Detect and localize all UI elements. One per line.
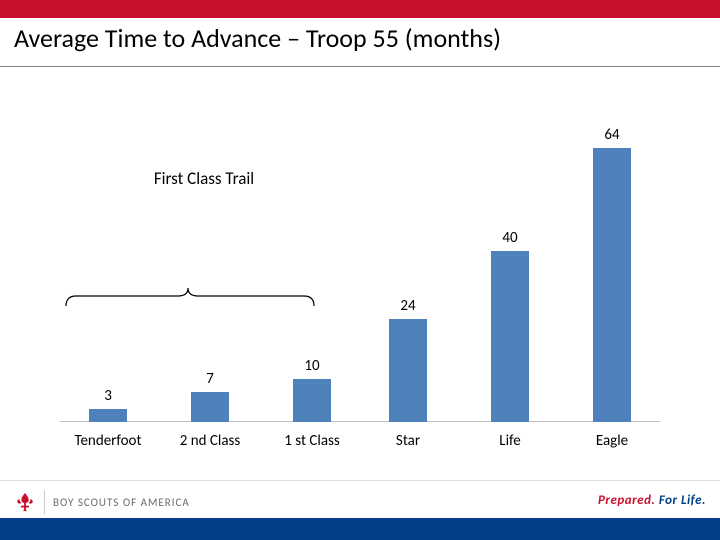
- bar: [491, 251, 529, 422]
- bar-value-label: 3: [104, 387, 112, 405]
- page-title: Average Time to Advance – Troop 55 (mont…: [14, 22, 501, 54]
- tagline-forlife: For Life.: [655, 493, 706, 508]
- category-label: 2 nd Class: [180, 432, 241, 450]
- bar: [191, 392, 229, 422]
- title-underline: [0, 66, 720, 67]
- first-class-trail-annotation: First Class Trail: [154, 168, 254, 189]
- category-label: 1 st Class: [284, 432, 339, 450]
- category-label: Tenderfoot: [74, 432, 141, 450]
- bar: [89, 409, 127, 422]
- org-name: BOY SCOUTS OF AMERICA: [53, 496, 190, 509]
- category-label: Eagle: [596, 432, 628, 450]
- tagline: Prepared. For Life.: [598, 493, 706, 508]
- top-accent-bar: [0, 0, 720, 18]
- bar: [593, 148, 631, 422]
- footer-accent-bar: [0, 518, 720, 540]
- bar-value-label: 24: [400, 297, 415, 315]
- bar: [293, 379, 331, 422]
- bar: [389, 319, 427, 422]
- bsa-logo: BOY SCOUTS OF AMERICA: [14, 490, 190, 514]
- annotation-brace: [60, 286, 320, 310]
- bar-value-label: 7: [206, 370, 214, 388]
- category-label: Life: [499, 432, 520, 450]
- bar-value-label: 64: [604, 126, 619, 144]
- advancement-bar-chart: 3 Tenderfoot 7 2 nd Class 10 1 st Class 24 Star…: [60, 90, 660, 450]
- fleur-de-lis-icon: [14, 491, 36, 513]
- bar-value-label: 40: [502, 229, 517, 247]
- bar-value-label: 10: [304, 357, 319, 375]
- category-label: Star: [396, 432, 420, 450]
- tagline-prepared: Prepared.: [598, 493, 655, 508]
- x-axis: [60, 421, 660, 422]
- slide: Average Time to Advance – Troop 55 (mont…: [0, 0, 720, 540]
